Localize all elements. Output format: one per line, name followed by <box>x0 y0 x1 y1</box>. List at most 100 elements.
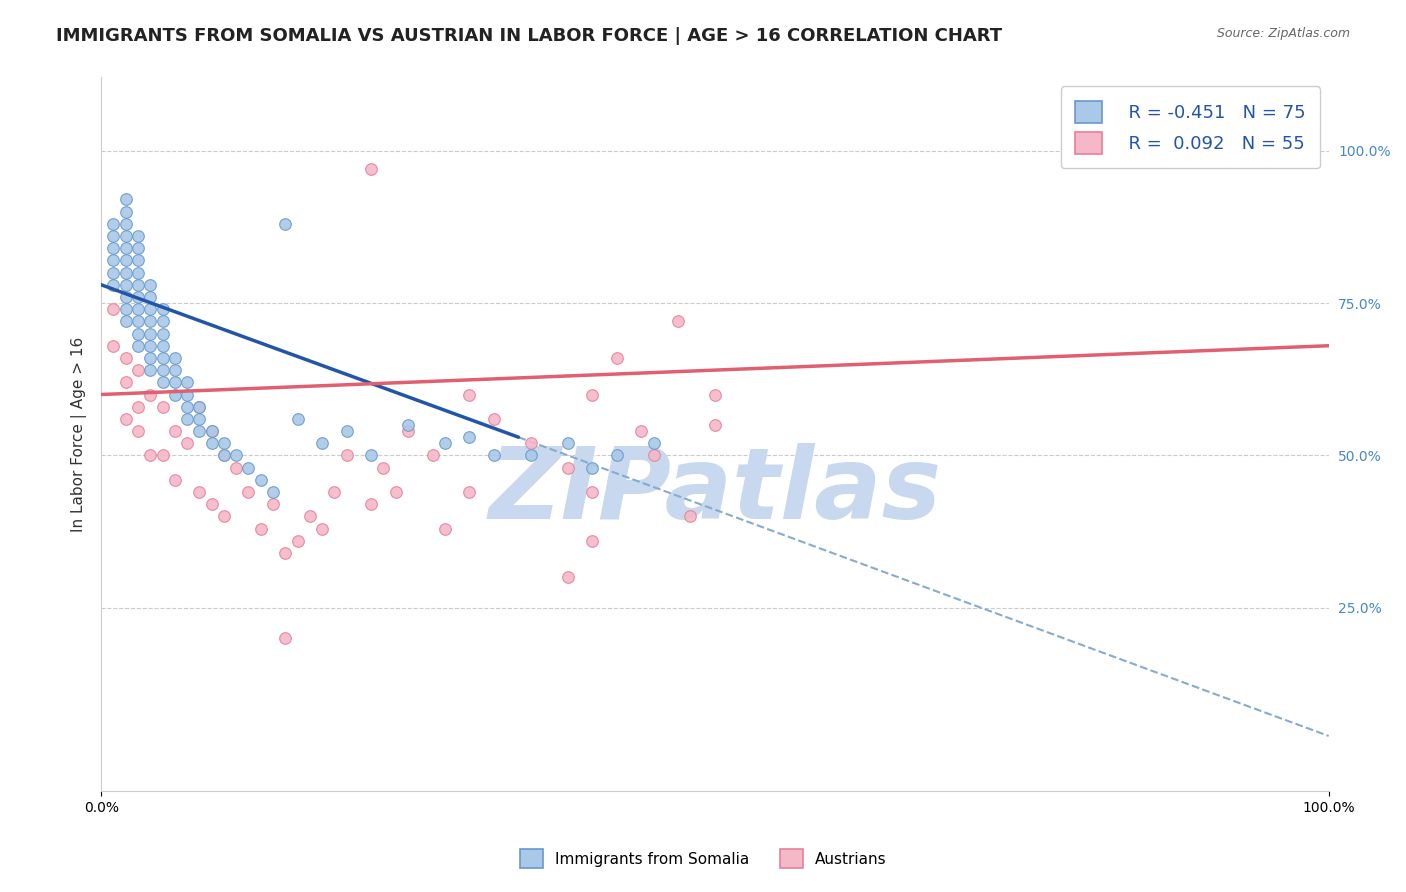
Point <box>188 400 211 414</box>
Point <box>103 339 125 353</box>
Point <box>311 436 333 450</box>
Point <box>176 412 198 426</box>
Point <box>298 509 321 524</box>
Point <box>274 217 297 231</box>
Point <box>433 522 456 536</box>
Point <box>557 436 579 450</box>
Point <box>249 473 271 487</box>
Point <box>519 436 541 450</box>
Point <box>152 314 174 328</box>
Point <box>360 161 382 176</box>
Text: Source: ZipAtlas.com: Source: ZipAtlas.com <box>1216 27 1350 40</box>
Point <box>127 266 149 280</box>
Point <box>127 424 149 438</box>
Point <box>188 412 211 426</box>
Point <box>114 229 136 244</box>
Point <box>139 314 162 328</box>
Point <box>127 290 149 304</box>
Point <box>458 387 481 401</box>
Point <box>114 302 136 317</box>
Point <box>188 485 211 500</box>
Point <box>606 351 628 365</box>
Point <box>703 417 725 432</box>
Point <box>152 302 174 317</box>
Legend:   R = -0.451   N = 75,   R =  0.092   N = 55: R = -0.451 N = 75, R = 0.092 N = 55 <box>1060 87 1320 169</box>
Point <box>679 509 702 524</box>
Point <box>176 376 198 390</box>
Point <box>201 497 224 511</box>
Point <box>360 449 382 463</box>
Point <box>212 436 235 450</box>
Point <box>201 436 224 450</box>
Point <box>127 363 149 377</box>
Point <box>152 376 174 390</box>
Point <box>482 449 505 463</box>
Point <box>163 376 186 390</box>
Point <box>139 290 162 304</box>
Point <box>163 424 186 438</box>
Point <box>212 449 235 463</box>
Point <box>581 387 603 401</box>
Point <box>384 485 406 500</box>
Point <box>396 417 419 432</box>
Point <box>201 424 224 438</box>
Point <box>114 277 136 292</box>
Point <box>139 326 162 341</box>
Point <box>201 424 224 438</box>
Point <box>127 314 149 328</box>
Point <box>139 351 162 365</box>
Point <box>103 241 125 255</box>
Point <box>114 217 136 231</box>
Point <box>127 229 149 244</box>
Point <box>323 485 346 500</box>
Point <box>152 339 174 353</box>
Point <box>139 449 162 463</box>
Text: ZIPatlas: ZIPatlas <box>488 442 942 540</box>
Point <box>225 460 247 475</box>
Point <box>114 376 136 390</box>
Point <box>581 485 603 500</box>
Point <box>212 509 235 524</box>
Point <box>188 424 211 438</box>
Point <box>336 424 359 438</box>
Point <box>581 460 603 475</box>
Point <box>606 449 628 463</box>
Point <box>373 460 395 475</box>
Point <box>127 339 149 353</box>
Point <box>152 326 174 341</box>
Point <box>630 424 652 438</box>
Point <box>422 449 444 463</box>
Point <box>262 497 284 511</box>
Point <box>703 387 725 401</box>
Point <box>103 302 125 317</box>
Point <box>103 229 125 244</box>
Point <box>176 400 198 414</box>
Point <box>176 436 198 450</box>
Point <box>163 363 186 377</box>
Point <box>127 400 149 414</box>
Point <box>360 497 382 511</box>
Point <box>249 522 271 536</box>
Point <box>114 266 136 280</box>
Point <box>238 460 260 475</box>
Point <box>336 449 359 463</box>
Point <box>274 546 297 560</box>
Point <box>643 449 665 463</box>
Point <box>557 570 579 584</box>
Point <box>139 277 162 292</box>
Point <box>139 302 162 317</box>
Point <box>114 253 136 268</box>
Point <box>287 533 309 548</box>
Point <box>139 339 162 353</box>
Point <box>127 253 149 268</box>
Point <box>557 460 579 475</box>
Point <box>482 412 505 426</box>
Point <box>163 473 186 487</box>
Legend: Immigrants from Somalia, Austrians: Immigrants from Somalia, Austrians <box>512 841 894 875</box>
Point <box>103 266 125 280</box>
Point <box>458 485 481 500</box>
Point <box>114 351 136 365</box>
Point <box>311 522 333 536</box>
Point <box>127 241 149 255</box>
Point <box>152 449 174 463</box>
